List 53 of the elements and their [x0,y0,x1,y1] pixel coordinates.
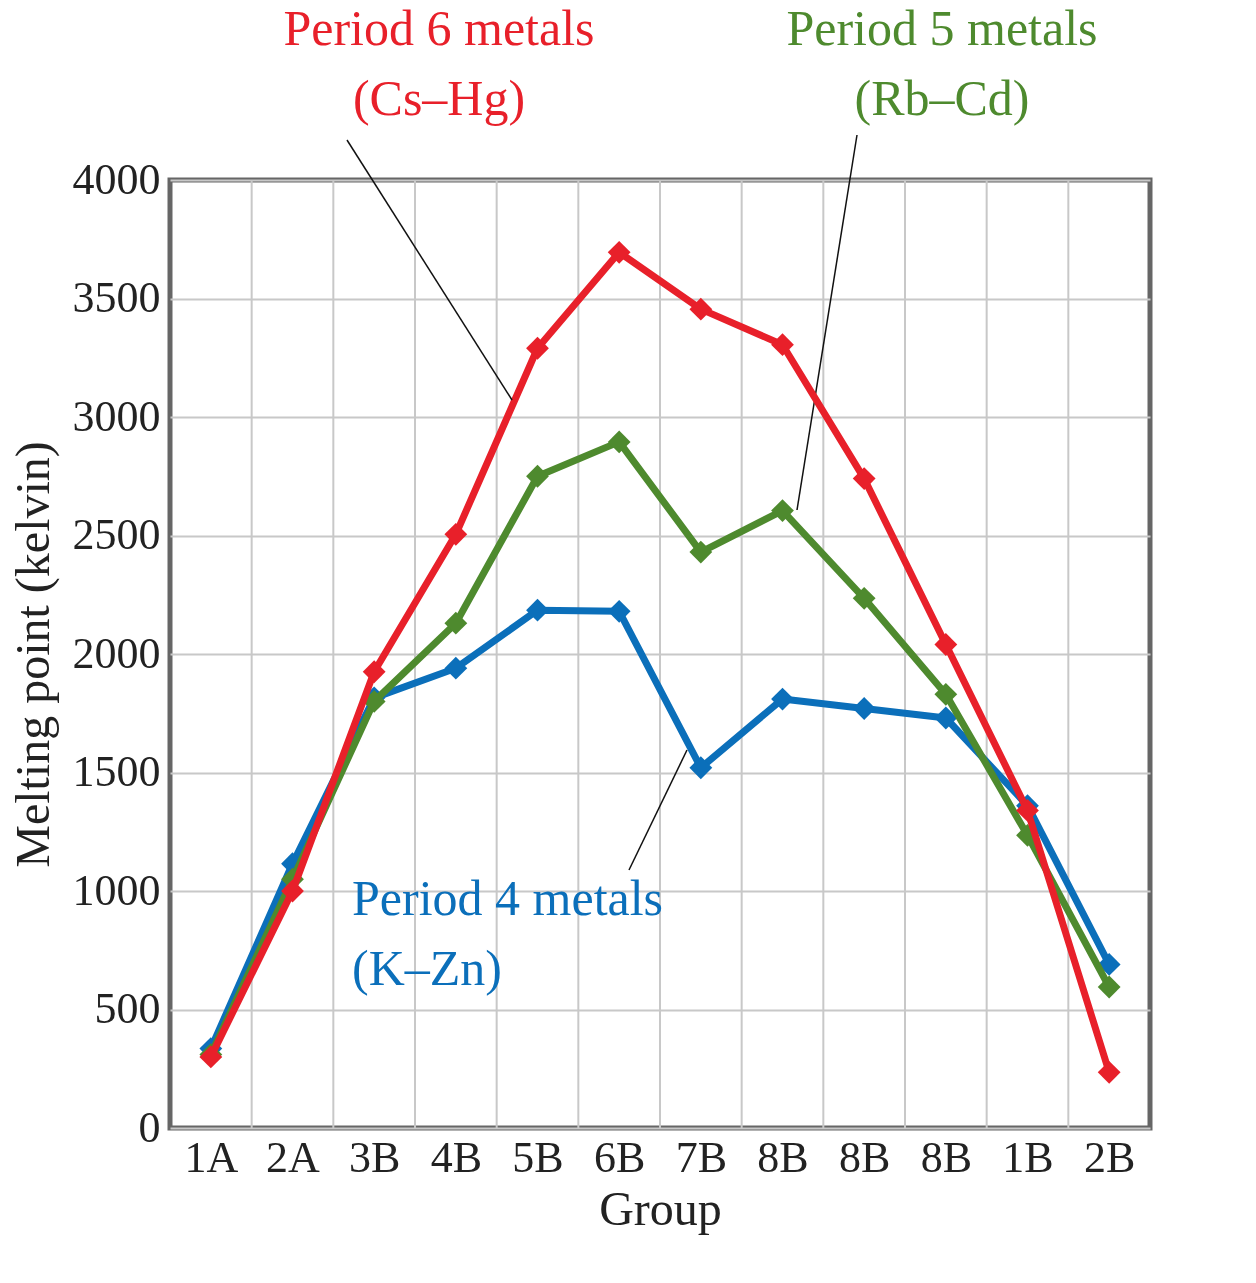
point [1097,975,1121,999]
point [607,599,631,623]
x-tick-label: 7B [675,1132,728,1182]
point [607,430,631,454]
series-label: Period 4 metals (K–Zn) [352,870,664,996]
point [281,879,304,903]
point [607,240,631,264]
point [1016,799,1039,822]
point [934,682,958,706]
point [934,706,958,730]
y-axis-title: Melting point (kelvin) [5,441,60,868]
point [526,464,549,488]
point [444,611,468,635]
y-tick-label: 0 [138,1102,161,1152]
point [444,522,468,546]
y-tick-label: 4000 [72,154,161,204]
y-tick-label: 3000 [72,391,161,441]
text: Period 5 metals (Rb–Cd) [786,0,1098,126]
point [852,697,876,720]
point [771,499,794,523]
point [526,336,549,360]
y-tick-label: 2000 [72,628,161,678]
y-tick-label: 2500 [72,510,161,559]
point [771,333,794,357]
y-tick-label: 1000 [72,865,161,915]
point [689,297,713,321]
text: Period 6 metals (Cs–Hg) [283,0,595,126]
x-tick-label: 8B [920,1132,973,1182]
point [852,467,876,491]
x-tick-label: 1B [1002,1132,1054,1182]
point [362,660,386,684]
point [689,540,713,564]
point [444,656,468,680]
x-tick-label: 8B [838,1132,891,1182]
y-tick-label: 1500 [72,747,161,796]
y-tick-label: 500 [94,984,161,1033]
point [689,756,713,780]
point [771,687,794,711]
y-tick-label: 3500 [72,273,161,322]
point [526,598,549,622]
x-tick-label: 6B [593,1132,646,1182]
x-axis-title: Group [599,1181,722,1235]
x-tick-label: 2A [266,1132,321,1182]
x-tick-label: 2B [1083,1132,1136,1182]
point [934,633,958,656]
x-tick-label: 5B [512,1132,564,1182]
x-tick-label: 3B [348,1132,401,1182]
x-tick-label: 8B [757,1132,809,1182]
x-tick-label: 1A [184,1132,239,1182]
point [1097,1060,1121,1084]
x-tick-label: 4B [430,1132,483,1182]
point [852,586,876,610]
point [1097,953,1121,976]
